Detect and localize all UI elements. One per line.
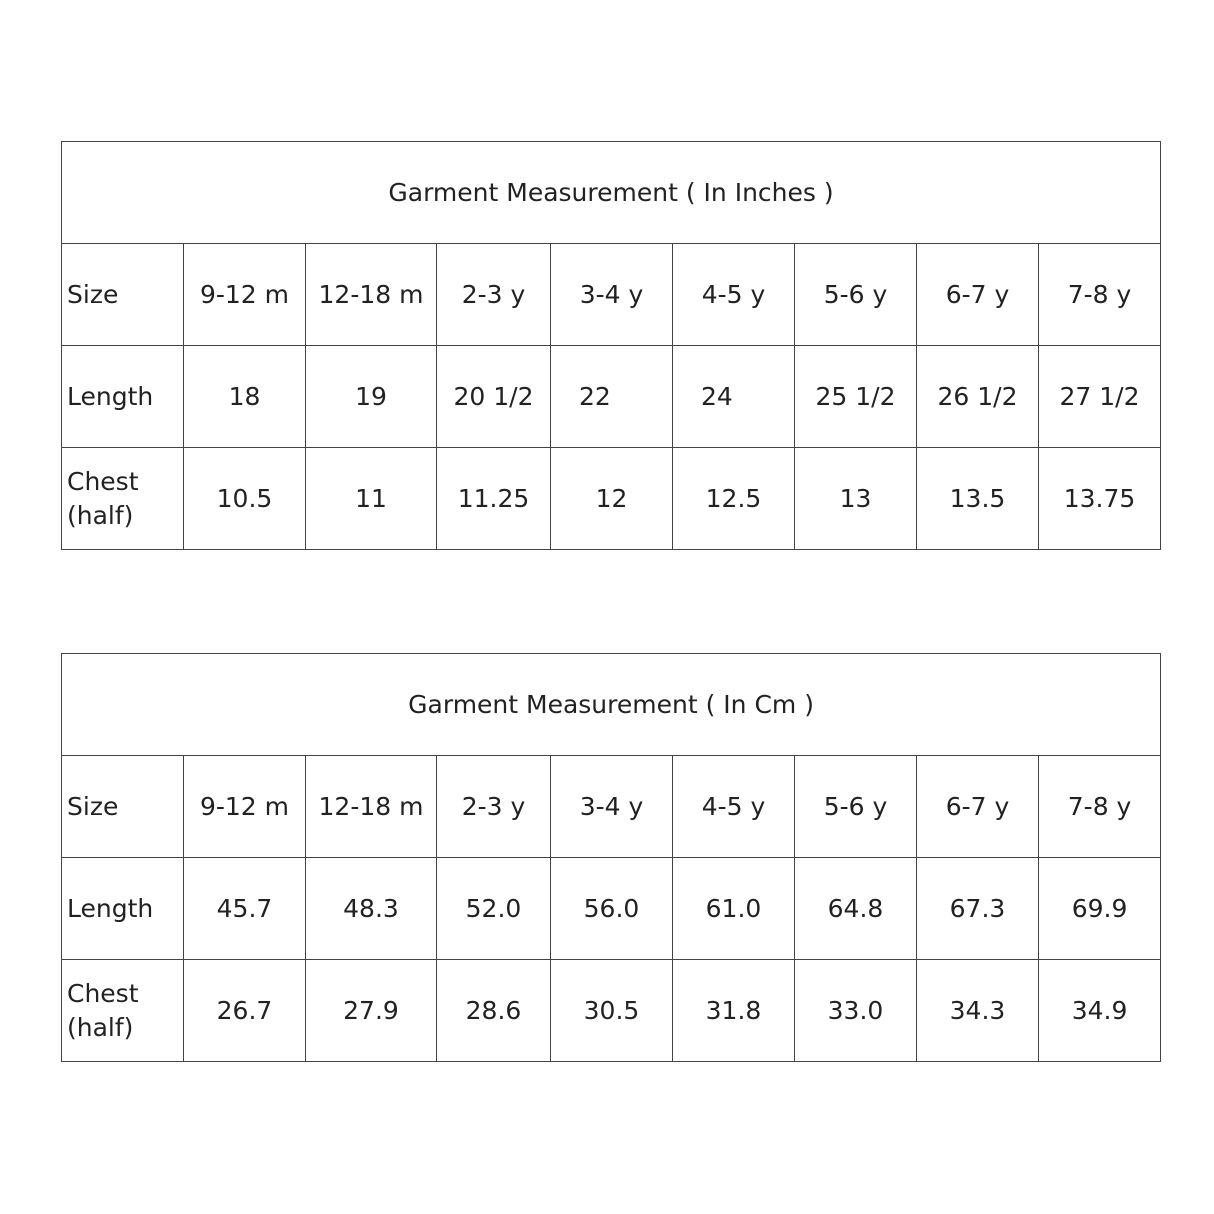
size-header: 12-18 m [305, 755, 437, 858]
table-cell: 48.3 [305, 857, 437, 960]
table-cell: 34.9 [1037, 959, 1162, 1062]
table-cell: 18 [183, 345, 306, 448]
title-row: Garment Measurement ( In Inches ) [60, 141, 1162, 244]
table-cell: 34.3 [916, 959, 1039, 1062]
table-row: Chest (half) 26.7 27.9 28.6 30.5 31.8 33.0 34.3… [61, 959, 1162, 1062]
table-cell: 13.5 [916, 447, 1039, 550]
table-cell: 11.25 [436, 447, 551, 550]
size-header: 2-3 y [436, 755, 551, 858]
table-cell: 31.8 [672, 959, 795, 1062]
title-row: Garment Measurement ( In Cm ) [60, 653, 1162, 756]
size-header: 4-5 y [672, 243, 795, 346]
row-label: Size [61, 755, 184, 858]
table-cell: 13 [794, 447, 917, 550]
size-header: 5-6 y [794, 243, 917, 346]
table-cell: 33.0 [794, 959, 917, 1062]
size-header: 6-7 y [916, 755, 1039, 858]
table-cell: 26.7 [183, 959, 306, 1062]
table-cell: 10.5 [183, 447, 306, 550]
table-cell: 56.0 [550, 857, 673, 960]
size-row: Size 9-12 m 12-18 m 2-3 y 3-4 y 4-5 y 5-6 y 6-7… [61, 243, 1162, 346]
table-cell: 20 1/2 [436, 345, 551, 448]
row-label: Chest (half) [61, 959, 184, 1062]
table-cell: 13.75 [1037, 447, 1162, 550]
table-cell: 19 [305, 345, 437, 448]
size-header: 9-12 m [183, 755, 306, 858]
size-row: Size 9-12 m 12-18 m 2-3 y 3-4 y 4-5 y 5-6 y 6-7… [61, 755, 1162, 858]
table-cell: 64.8 [794, 857, 917, 960]
table-cell: 25 1/2 [794, 345, 917, 448]
size-header: 2-3 y [436, 243, 551, 346]
row-label: Size [61, 243, 184, 346]
table-cell: 27 1/2 [1037, 345, 1162, 448]
table-cell: 26 1/2 [916, 345, 1039, 448]
size-header: 3-4 y [550, 243, 673, 346]
row-label: Length [61, 345, 184, 448]
table-row: Length 18 19 20 1/2 22 24 25 1/2 26 1/2 27 1/2 [61, 345, 1162, 448]
table-title: Garment Measurement ( In Inches ) [60, 141, 1162, 244]
table-cell: 24 [672, 345, 795, 448]
row-label: Length [61, 857, 184, 960]
size-header: 12-18 m [305, 243, 437, 346]
table-cell: 30.5 [550, 959, 673, 1062]
size-header: 5-6 y [794, 755, 917, 858]
table-cell: 52.0 [436, 857, 551, 960]
table-cell: 61.0 [672, 857, 795, 960]
table-cell: 11 [305, 447, 437, 550]
row-label: Chest (half) [61, 447, 184, 550]
table-cell: 69.9 [1037, 857, 1162, 960]
table-cell: 28.6 [436, 959, 551, 1062]
table-cell: 12.5 [672, 447, 795, 550]
table-cell: 67.3 [916, 857, 1039, 960]
size-header: 6-7 y [916, 243, 1039, 346]
size-header: 4-5 y [672, 755, 795, 858]
table-cell: 45.7 [183, 857, 306, 960]
table-title: Garment Measurement ( In Cm ) [60, 653, 1162, 756]
table-cell: 22 [550, 345, 673, 448]
size-header: 7-8 y [1037, 755, 1162, 858]
table-cell: 12 [550, 447, 673, 550]
size-header: 9-12 m [183, 243, 306, 346]
table-row: Length 45.7 48.3 52.0 56.0 61.0 64.8 67.3 69.9 [61, 857, 1162, 960]
size-header: 7-8 y [1037, 243, 1162, 346]
inches-table: Garment Measurement ( In Inches ) Size 9-1… [60, 141, 1162, 550]
table-cell: 27.9 [305, 959, 437, 1062]
size-header: 3-4 y [550, 755, 673, 858]
table-row: Chest (half) 10.5 11 11.25 12 12.5 13 13.5 13.75 [61, 447, 1162, 550]
